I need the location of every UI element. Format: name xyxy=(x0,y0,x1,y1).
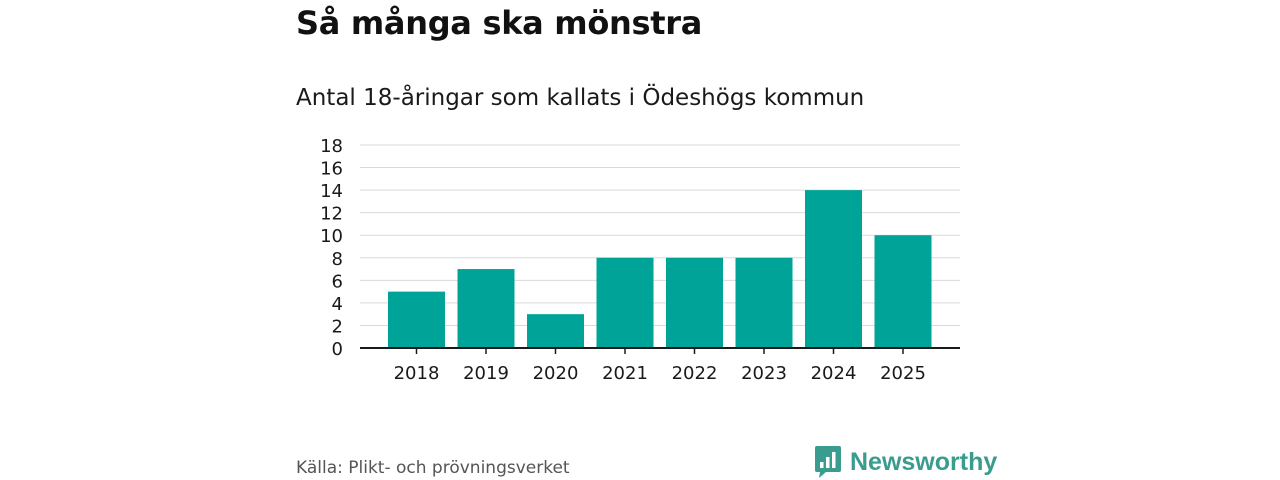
y-tick-label-12: 12 xyxy=(320,204,343,225)
x-tick-label-2025: 2025 xyxy=(880,363,926,384)
bar-2020 xyxy=(527,314,584,348)
y-tick-label-16: 16 xyxy=(320,159,343,180)
bar-2023 xyxy=(735,257,793,348)
bar-2022 xyxy=(666,257,723,348)
x-tick-label-2021: 2021 xyxy=(602,363,648,384)
x-tick-label-2019: 2019 xyxy=(463,363,509,384)
y-tick-label-14: 14 xyxy=(320,181,343,202)
bar-2019 xyxy=(457,269,515,348)
y-tick-label-8: 8 xyxy=(332,249,343,270)
bar-2024 xyxy=(805,190,862,348)
source-note: Källa: Plikt- och prövningsverket xyxy=(296,458,570,478)
x-tick-label-2023: 2023 xyxy=(741,363,787,384)
y-tick-label-10: 10 xyxy=(320,226,343,247)
x-tick-label-2018: 2018 xyxy=(394,363,440,384)
y-tick-label-2: 2 xyxy=(332,316,343,337)
brand-logo: Newsworthy xyxy=(814,445,997,479)
x-tick-label-2024: 2024 xyxy=(811,363,857,384)
x-tick-label-2020: 2020 xyxy=(533,363,579,384)
bar-2018 xyxy=(388,291,445,348)
y-tick-label-6: 6 xyxy=(332,271,343,292)
bar-chart-bubble-icon xyxy=(815,446,841,478)
y-tick-label-18: 18 xyxy=(320,136,343,157)
x-tick-label-2022: 2022 xyxy=(672,363,718,384)
y-tick-label-0: 0 xyxy=(332,339,343,360)
chart-title: Så många ska mönstra xyxy=(296,4,703,42)
bar-2021 xyxy=(596,257,654,348)
bar-2025 xyxy=(874,235,932,348)
y-tick-label-4: 4 xyxy=(332,294,343,315)
brand-name: Newsworthy xyxy=(850,447,998,476)
chart-subtitle: Antal 18-åringar som kallats i Ödeshögs … xyxy=(296,85,865,111)
